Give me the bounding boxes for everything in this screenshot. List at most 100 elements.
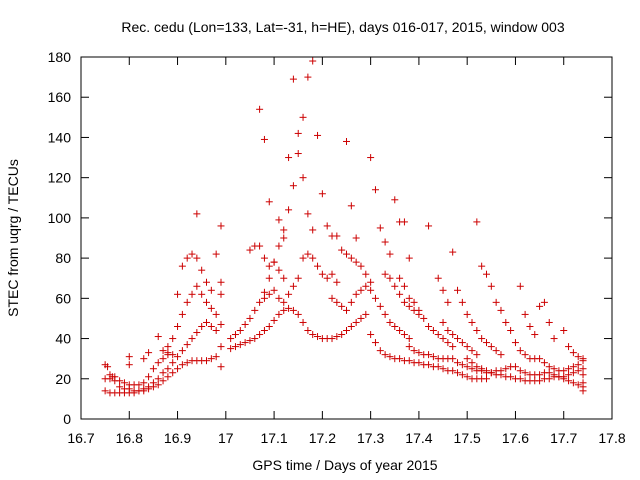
data-point — [347, 322, 355, 330]
data-point — [231, 343, 239, 351]
data-point — [275, 216, 283, 224]
data-point — [251, 306, 259, 314]
data-point — [396, 274, 404, 282]
data-point — [410, 306, 418, 314]
data-point — [203, 278, 211, 286]
data-point — [415, 310, 423, 318]
data-point — [381, 310, 389, 318]
data-point — [260, 135, 268, 143]
x-tick-label: 17.7 — [550, 430, 577, 446]
data-point — [207, 322, 215, 330]
data-point — [227, 335, 235, 343]
data-point — [174, 322, 182, 330]
x-tick-label: 16.9 — [164, 430, 191, 446]
data-point — [468, 318, 476, 326]
data-point — [569, 349, 577, 357]
data-point — [434, 331, 442, 339]
data-point — [396, 327, 404, 335]
data-point — [212, 327, 220, 335]
data-point — [323, 274, 331, 282]
data-point — [545, 369, 553, 377]
data-point — [396, 355, 404, 363]
data-point — [526, 322, 534, 330]
data-point — [357, 314, 365, 322]
data-point — [183, 298, 191, 306]
data-point — [309, 254, 317, 262]
data-point — [482, 339, 490, 347]
data-point — [425, 222, 433, 230]
data-point — [241, 320, 249, 328]
data-point — [198, 322, 206, 330]
data-point — [381, 270, 389, 278]
data-point — [545, 375, 553, 383]
data-point — [454, 359, 462, 367]
data-point — [256, 105, 264, 113]
data-point — [463, 355, 471, 363]
data-point — [260, 288, 268, 296]
data-point — [343, 306, 350, 314]
data-point — [516, 375, 524, 383]
x-tick-label: 16.8 — [116, 430, 143, 446]
data-point — [492, 298, 500, 306]
data-point — [511, 339, 519, 347]
data-point — [381, 238, 389, 246]
data-point — [236, 327, 244, 335]
data-point — [454, 286, 462, 294]
data-point — [458, 371, 466, 379]
x-tick-label: 17.8 — [598, 430, 625, 446]
data-point — [265, 274, 273, 282]
data-point — [468, 347, 476, 355]
x-tick-label: 17.5 — [454, 430, 481, 446]
data-point — [149, 365, 157, 373]
data-point — [169, 359, 177, 367]
y-tick-label: 80 — [55, 250, 71, 266]
data-point — [207, 304, 215, 312]
data-point — [367, 154, 375, 162]
data-point — [270, 316, 278, 324]
data-point — [256, 331, 264, 339]
data-point — [338, 246, 346, 254]
data-point — [280, 226, 288, 234]
data-point — [333, 298, 341, 306]
data-point — [396, 290, 404, 298]
data-point — [309, 57, 317, 65]
data-point — [352, 318, 360, 326]
data-point — [400, 298, 408, 306]
data-point — [314, 333, 322, 341]
data-point — [405, 294, 413, 302]
data-point — [275, 266, 283, 274]
data-point — [106, 375, 114, 383]
plot-axes — [80, 56, 613, 420]
data-point — [198, 266, 206, 274]
data-point — [579, 387, 587, 395]
data-point — [256, 298, 264, 306]
data-point — [454, 335, 462, 343]
data-point — [362, 282, 370, 290]
data-point — [565, 377, 573, 385]
data-point — [183, 359, 191, 367]
data-point — [376, 347, 384, 355]
data-point — [405, 254, 413, 262]
data-point — [304, 73, 312, 81]
data-point — [376, 302, 384, 310]
data-point — [391, 282, 399, 290]
data-point — [318, 190, 326, 198]
y-axis-label: STEC from uqrg / TECUs — [5, 159, 21, 317]
data-point — [207, 286, 215, 294]
data-point — [270, 258, 278, 266]
data-point — [434, 274, 442, 282]
data-point — [285, 304, 293, 312]
data-point — [275, 310, 283, 318]
data-point — [367, 331, 375, 339]
data-point — [540, 298, 548, 306]
data-point — [444, 327, 452, 335]
data-point — [352, 290, 360, 298]
data-point — [405, 343, 413, 351]
data-point — [304, 327, 312, 335]
data-point — [289, 75, 297, 83]
y-tick-label: 120 — [48, 170, 72, 186]
data-point — [140, 387, 148, 395]
data-point — [579, 371, 587, 379]
data-point — [391, 196, 399, 204]
data-point — [391, 322, 399, 330]
